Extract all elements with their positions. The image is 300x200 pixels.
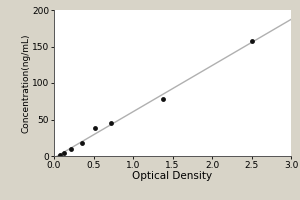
Point [93,127,98,130]
Y-axis label: Concentration(ng/mL): Concentration(ng/mL) [22,33,31,133]
Point [62,151,67,154]
Point [250,39,255,42]
X-axis label: Optical Density: Optical Density [132,171,213,181]
Point [109,122,113,125]
Point [160,97,165,101]
Point [58,153,62,157]
Point [79,141,84,144]
Point [69,147,74,151]
